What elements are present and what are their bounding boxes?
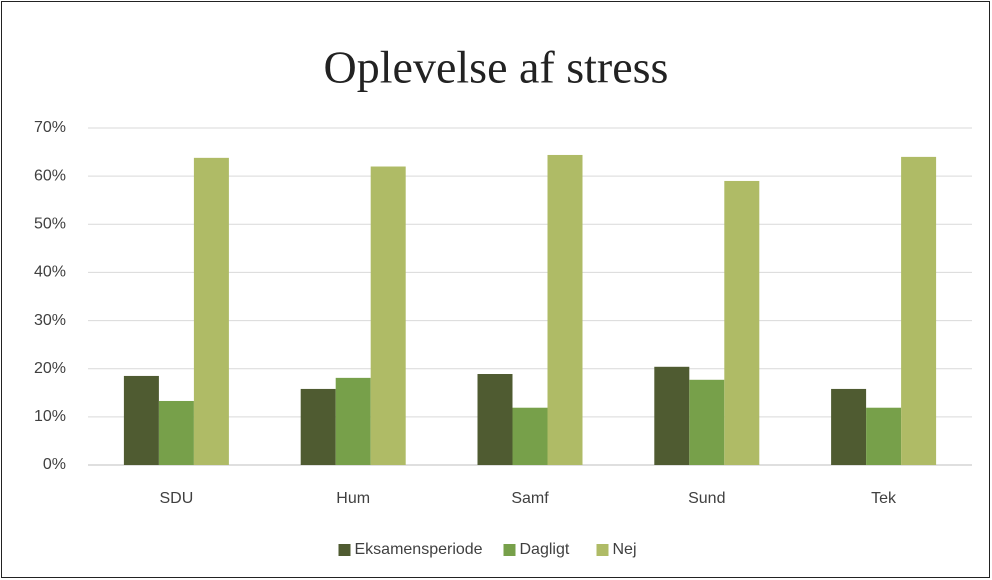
bar — [831, 388, 867, 465]
y-tick-label: 50% — [34, 216, 66, 233]
bar — [512, 407, 548, 465]
y-tick-label: 20% — [34, 360, 66, 377]
bar — [335, 377, 371, 465]
y-tick-label: 10% — [34, 408, 66, 425]
bar — [689, 379, 725, 465]
y-tick-label: 0% — [43, 456, 66, 473]
y-tick-label: 70% — [34, 119, 66, 136]
bar — [866, 407, 902, 465]
x-tick-label: Samf — [511, 490, 549, 507]
bar — [901, 156, 937, 465]
legend-label: Nej — [613, 541, 637, 558]
bar — [193, 157, 229, 465]
legend-swatch — [596, 544, 609, 556]
y-tick-label: 30% — [34, 312, 66, 329]
x-tick-label: Hum — [336, 490, 370, 507]
legend-label: Eksamensperiode — [355, 541, 483, 558]
x-tick-label: SDU — [160, 490, 194, 507]
bar — [300, 388, 336, 465]
legend-swatch — [338, 544, 351, 556]
bar — [547, 154, 583, 465]
legend-label: Dagligt — [520, 541, 570, 558]
y-tick-label: 60% — [34, 167, 66, 184]
x-tick-label: Sund — [688, 490, 725, 507]
bar — [654, 366, 690, 465]
bar — [158, 400, 194, 465]
bar — [477, 374, 513, 465]
x-tick-label: Tek — [871, 490, 897, 507]
legend-swatch — [503, 544, 516, 556]
bar — [724, 180, 760, 465]
bar — [123, 375, 159, 465]
y-tick-label: 40% — [34, 264, 66, 281]
chart-title: Oplevelse af stress — [324, 42, 669, 93]
bar — [370, 166, 406, 465]
